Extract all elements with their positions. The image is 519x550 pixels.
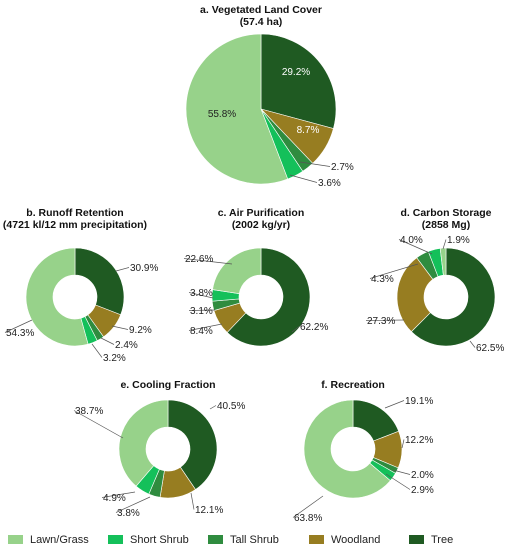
slice-woodland — [396, 257, 434, 333]
data-label: 22.6% — [185, 254, 213, 265]
leader-line — [188, 323, 223, 331]
data-label: 3.6% — [318, 178, 341, 189]
legend-label: Woodland — [331, 534, 380, 546]
data-label: 8.7% — [297, 125, 320, 136]
data-label: 3.2% — [103, 353, 126, 364]
slice-lawn-grass — [303, 399, 391, 499]
data-label: 19.1% — [405, 396, 433, 407]
slice-lawn-grass — [25, 247, 89, 347]
data-label: 29.2% — [282, 67, 310, 78]
leader-line — [101, 491, 136, 498]
leader-line — [299, 161, 331, 167]
chart-title: d. Carbon Storage — [400, 207, 491, 219]
legend-label: Tree — [431, 534, 453, 546]
chart-title: e. Cooling Fraction — [120, 379, 215, 391]
leader-line — [188, 292, 214, 299]
data-label: 8.4% — [190, 326, 213, 337]
leader-line — [292, 495, 324, 518]
data-label: 27.3% — [367, 316, 395, 327]
leader-line — [401, 439, 405, 449]
data-label: 62.2% — [300, 322, 328, 333]
leader-line — [183, 258, 233, 265]
data-label: 2.9% — [411, 485, 434, 496]
data-label: 4.0% — [400, 235, 423, 246]
leader-line — [111, 325, 129, 330]
chart-title: c. Air Purification — [218, 207, 305, 219]
air-purification-chart: c. Air Purification(2002 kg/yr) 62.2% 8.4%… — [183, 207, 328, 347]
chart-subtitle: (4721 kl/12 mm precipitation) — [3, 219, 147, 231]
chart-title: b. Runoff Retention — [26, 207, 123, 219]
chart-subtitle: (2858 Mg) — [422, 219, 470, 231]
data-label: 12.1% — [195, 505, 223, 516]
leader-line — [369, 263, 419, 279]
data-label: 30.9% — [130, 263, 158, 274]
data-label: 1.9% — [447, 235, 470, 246]
leader-line — [115, 496, 151, 513]
data-label: 38.7% — [75, 406, 103, 417]
data-label: 2.7% — [331, 162, 354, 173]
slice-tree — [74, 247, 125, 316]
leader-line — [188, 309, 216, 311]
leader-line — [190, 492, 195, 510]
chart-subtitle: (2002 kg/yr) — [232, 219, 290, 231]
data-label: 2.0% — [411, 470, 434, 481]
vegetated-land-cover-chart: a. Vegetated Land Cover(57.4 ha) 29.2% 8.7… — [185, 4, 354, 189]
legend: Lawn/Grass Short Shrub Tall Shrub Woodland T… — [8, 534, 453, 546]
legend-swatch — [309, 535, 324, 544]
slice-lawn-grass — [118, 399, 169, 487]
leader-line — [442, 239, 447, 250]
runoff-retention-chart: b. Runoff Retention(4721 kl/12 mm precip… — [3, 207, 159, 364]
leader-line — [365, 319, 405, 321]
data-label: 54.3% — [6, 328, 34, 339]
leader-line — [289, 174, 318, 183]
data-label: 4.3% — [371, 274, 394, 285]
slice-lawn-grass — [212, 247, 262, 295]
slice-lawn-grass — [439, 247, 447, 276]
legend-swatch — [409, 535, 424, 544]
slice-lawn-grass — [185, 33, 289, 185]
data-label: 63.8% — [294, 513, 322, 524]
leader-line — [384, 400, 405, 409]
slice-tree — [410, 247, 496, 347]
chart-title: f. Recreation — [321, 379, 385, 391]
leader-line — [385, 473, 411, 490]
legend-label: Tall Shrub — [230, 534, 279, 546]
legend-swatch — [208, 535, 223, 544]
data-label: 4.9% — [103, 493, 126, 504]
leader-line — [469, 340, 476, 348]
leader-line — [209, 405, 217, 410]
data-label: 2.4% — [115, 340, 138, 351]
leader-line — [73, 410, 124, 439]
leader-line — [291, 326, 300, 333]
chart-subtitle: (57.4 ha) — [240, 16, 283, 28]
data-label: 3.8% — [190, 288, 213, 299]
legend-label: Short Shrub — [130, 534, 189, 546]
leader-line — [91, 343, 103, 358]
leader-line — [4, 319, 33, 333]
carbon-storage-chart: d. Carbon Storage(2858 Mg) 62.5% 27.3% 4.3%… — [365, 207, 504, 354]
data-label: 3.1% — [190, 306, 213, 317]
legend-label: Lawn/Grass — [30, 534, 89, 546]
data-label: 12.2% — [405, 435, 433, 446]
data-label: 40.5% — [217, 401, 245, 412]
chart-title: a. Vegetated Land Cover — [200, 4, 322, 16]
recreation-chart: f. Recreation 19.1% 12.2% 2.0% 2.9% 63.8% — [292, 379, 434, 524]
data-label: 9.2% — [129, 325, 152, 336]
leader-line — [392, 469, 411, 475]
leader-line — [398, 239, 433, 255]
slice-tree — [226, 247, 311, 347]
data-label: 55.8% — [208, 109, 236, 120]
slice-tree — [260, 33, 337, 129]
slice-tree — [167, 399, 218, 490]
leader-line — [115, 267, 130, 272]
leader-line — [100, 337, 115, 345]
legend-swatch — [8, 535, 23, 544]
data-label: 62.5% — [476, 343, 504, 354]
data-label: 3.8% — [117, 508, 140, 519]
legend-swatch — [108, 535, 123, 544]
